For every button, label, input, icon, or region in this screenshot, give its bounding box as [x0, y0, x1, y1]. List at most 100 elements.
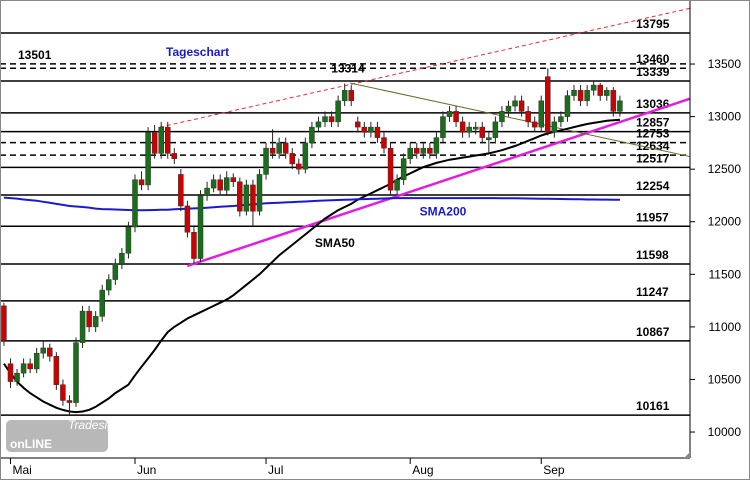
- candle-body: [420, 147, 427, 154]
- candle-body: [558, 116, 564, 123]
- candle-body: [459, 121, 466, 133]
- trend-line: [187, 97, 691, 268]
- candle-body: [263, 147, 269, 175]
- candle-body: [531, 121, 538, 128]
- level-label: 12517: [636, 151, 670, 165]
- candle-body: [151, 132, 158, 154]
- candle-body: [14, 372, 20, 382]
- level-label: 12634: [636, 139, 670, 153]
- candle-body: [276, 142, 282, 154]
- candle-body: [440, 116, 446, 138]
- candle-body: [538, 100, 545, 128]
- x-tick-label: Aug: [412, 463, 433, 477]
- annotation: 13314: [331, 61, 365, 75]
- candle-body: [427, 147, 433, 154]
- candle-body: [309, 126, 315, 144]
- candle-body: [79, 310, 86, 343]
- candle-body: [597, 84, 603, 96]
- candle-body: [7, 363, 14, 382]
- candle-body: [178, 174, 184, 207]
- logo-big: onLINE: [10, 437, 52, 451]
- candle-body: [341, 90, 348, 102]
- candle-body: [125, 226, 132, 254]
- candle-body: [106, 279, 112, 291]
- candle-body: [610, 90, 617, 112]
- candle-body: [184, 205, 191, 233]
- x-tick-label: Mai: [12, 463, 31, 477]
- candle-body: [322, 116, 328, 123]
- candle-body: [518, 100, 525, 112]
- candle-body: [545, 76, 551, 133]
- candle-body: [237, 181, 243, 212]
- candle-body: [361, 126, 368, 133]
- y-tick-label: 12500: [708, 162, 742, 176]
- candle-body: [171, 153, 178, 159]
- candle-body: [158, 126, 164, 154]
- candle-body: [512, 100, 518, 107]
- candle-body: [499, 111, 505, 123]
- y-tick-label: 10000: [708, 425, 742, 439]
- candle-body: [446, 111, 453, 117]
- candle-body: [112, 263, 119, 280]
- candle-body: [577, 90, 584, 102]
- candle-body: [400, 158, 407, 180]
- candle-body: [99, 289, 105, 317]
- candle-body: [27, 363, 33, 370]
- level-label: 11247: [636, 285, 669, 299]
- level-label: 11957: [636, 210, 669, 224]
- candle-body: [256, 174, 263, 212]
- level-label: 11598: [636, 248, 669, 262]
- candle-body: [223, 177, 230, 191]
- candle-body: [368, 126, 374, 133]
- level-label: 12753: [636, 127, 670, 141]
- candle-body: [66, 400, 73, 403]
- y-tick-label: 10500: [708, 372, 742, 386]
- candle-body: [289, 153, 296, 165]
- annotation: SMA50: [315, 236, 355, 250]
- chart-title: Tageschart: [166, 45, 229, 59]
- candle-body: [191, 232, 197, 259]
- candle-body: [505, 105, 512, 112]
- y-tick-label: 13500: [708, 57, 742, 71]
- candle-body: [40, 347, 46, 354]
- candle-body: [250, 184, 256, 212]
- candle-body: [197, 195, 204, 259]
- candle-body: [348, 90, 354, 102]
- level-label: 10867: [636, 325, 670, 339]
- candle-body: [466, 126, 472, 133]
- candle-body: [479, 126, 486, 138]
- candle-body: [230, 177, 237, 183]
- corner-mark: [684, 452, 690, 458]
- candle-body: [269, 147, 276, 154]
- candle-body: [296, 163, 302, 170]
- candle-body: [86, 310, 92, 328]
- candle-body: [1, 305, 7, 341]
- y-tick-label: 13000: [708, 110, 742, 124]
- candle-body: [243, 184, 250, 212]
- candle-body: [315, 121, 322, 128]
- candle-body: [328, 116, 335, 123]
- candle-body: [204, 187, 210, 196]
- candle-body: [282, 142, 289, 154]
- candle-body: [335, 100, 341, 123]
- candle-body: [119, 253, 125, 265]
- candle-body: [374, 126, 381, 138]
- x-tick-label: Jul: [268, 463, 283, 477]
- candle-body: [217, 179, 223, 191]
- candle-body: [584, 90, 590, 102]
- candle-body: [433, 137, 440, 154]
- candle-body: [20, 363, 27, 374]
- candle-body: [47, 347, 53, 357]
- candle-body: [60, 384, 66, 401]
- logo-box: [6, 420, 108, 452]
- candle-body: [571, 90, 577, 96]
- candle-body: [525, 111, 531, 123]
- candle-body: [590, 84, 597, 91]
- candle-body: [302, 142, 309, 170]
- level-label: 12857: [636, 116, 670, 130]
- trend-line: [349, 82, 691, 158]
- annotation: SMA200: [420, 204, 467, 218]
- candle-body: [414, 147, 420, 154]
